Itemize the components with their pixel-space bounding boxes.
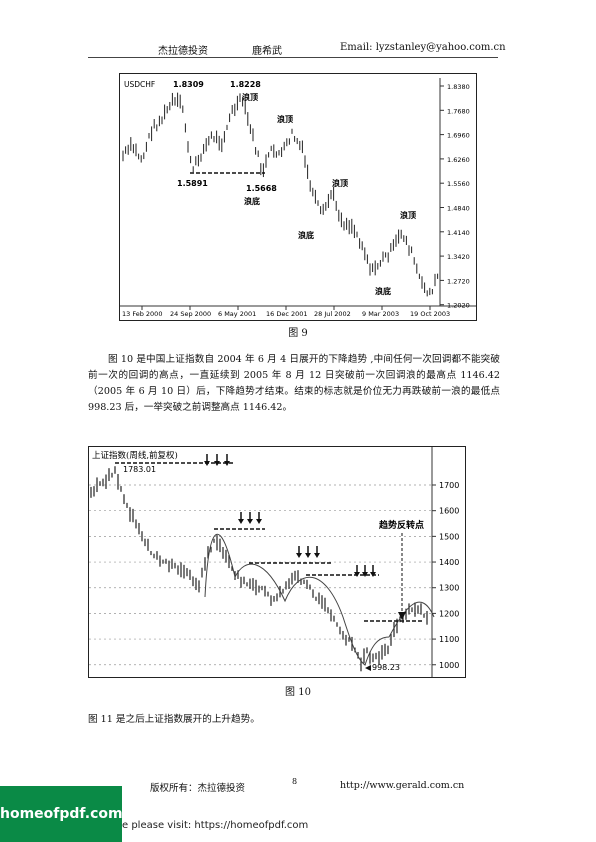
down-arrows <box>204 454 376 577</box>
x-axis: 13 Feb 2000 24 Sep 2000 6 May 2001 16 Dec 2… <box>122 306 450 318</box>
wave-top-label: 浪顶 <box>400 210 416 220</box>
down-arrow-icon <box>204 461 210 466</box>
homeofpdf-logo[interactable]: homeofpdf.com <box>0 786 123 842</box>
y-tick-label: 1.8380 <box>447 83 470 91</box>
y-tick-label: 1100 <box>439 635 459 644</box>
y-tick-label: 1.2720 <box>447 277 470 285</box>
y-tick-label: 1400 <box>439 558 459 567</box>
body-paragraph-2: 图 11 是之后上证指数展开的上升趋势。 <box>88 712 500 728</box>
down-arrow-icon <box>370 572 376 577</box>
footer-url[interactable]: http://www.gerald.com.cn <box>340 780 465 791</box>
down-arrow-icon <box>214 461 220 466</box>
page-number: 8 <box>292 777 298 786</box>
wave-bottom-label: 浪底 <box>244 196 260 206</box>
reversal-arrow-icon <box>398 612 406 620</box>
down-arrow-icon <box>305 553 311 558</box>
x-tick-label: 13 Feb 2000 <box>122 310 162 318</box>
y-tick-label: 1.7680 <box>447 107 470 115</box>
figure-10-caption: 图 10 <box>285 687 311 698</box>
header-email: Email: lyzstanley@yahoo.com.cn <box>340 42 506 53</box>
figure-9-caption: 图 9 <box>288 328 308 339</box>
down-arrow-icon <box>247 519 253 524</box>
reversal-label: 趋势反转点 <box>379 519 424 531</box>
y-tick-label: 1.6960 <box>447 132 470 140</box>
high-label: 1783.01 <box>123 465 156 474</box>
y-tick-label: 1700 <box>439 481 459 490</box>
down-arrow-icon <box>224 461 230 466</box>
watermark-visit-text[interactable]: e please visit: https://homeofpdf.com <box>122 820 309 831</box>
footer-copyright: 版权所有：杰拉德投资 <box>150 783 246 794</box>
down-arrow-icon <box>296 553 302 558</box>
low1-label: 1.5891 <box>177 179 208 188</box>
down-arrow-icon <box>362 572 368 577</box>
y-tick-label: 1.2020 <box>447 302 470 310</box>
paragraph-text: 图 10 是中国上证指数自 2004 年 6 月 4 日展开的下降趋势 ,中间任… <box>88 354 500 413</box>
wave-curve <box>204 533 435 666</box>
wave-bottom-label: 浪底 <box>298 230 314 240</box>
y-tick-label: 1.4140 <box>447 229 470 237</box>
body-paragraph-1: 图 10 是中国上证指数自 2004 年 6 月 4 日展开的下降趋势 ,中间任… <box>88 352 500 416</box>
y-axis: 1.8380 1.7680 1.6960 1.6260 1.5560 1.4840 1.41… <box>440 83 470 310</box>
chart-symbol: USDCHF <box>124 80 155 89</box>
low-arrow-icon <box>365 665 371 671</box>
high2-label: 1.8228 <box>230 80 261 89</box>
header-author: 鹿希武 <box>252 46 282 57</box>
x-tick-label: 28 Jul 2002 <box>314 310 351 318</box>
paragraph-text: 图 11 是之后上证指数展开的上升趋势。 <box>88 714 260 725</box>
x-tick-label: 9 Mar 2003 <box>362 310 399 318</box>
y-tick-label: 1600 <box>439 507 459 516</box>
page-header: 杰拉德投资 鹿希武 Email: lyzstanley@yahoo.com.cn <box>0 42 596 57</box>
wave-bottom-label: 浪底 <box>375 286 391 296</box>
down-arrow-icon <box>354 572 360 577</box>
down-arrow-icon <box>256 519 262 524</box>
shanghai-index-chart-canvas: 上证指数(周线,前复权) 1700 1600 1500 1400 1300 1200 110… <box>89 447 459 677</box>
y-tick-label: 1000 <box>439 661 459 670</box>
y-tick-label: 1.6260 <box>447 156 470 164</box>
x-tick-label: 6 May 2001 <box>218 310 256 318</box>
y-tick-label: 1500 <box>439 532 459 541</box>
y-axis: 1700 1600 1500 1400 1300 1200 1100 1000 <box>432 481 459 670</box>
header-company: 杰拉德投资 <box>158 46 208 57</box>
chart-title: 上证指数(周线,前复权) <box>92 450 178 461</box>
usdchf-chart-canvas: USDCHF 1.8380 1.7680 1.6960 1.6260 1.5560 1.4… <box>120 78 476 318</box>
x-tick-label: 16 Dec 2001 <box>266 310 308 318</box>
header-rule <box>88 57 498 58</box>
y-tick-label: 1.3420 <box>447 253 470 261</box>
low-label: 998.23 <box>372 663 400 672</box>
y-tick-label: 1.4840 <box>447 205 470 213</box>
x-tick-label: 24 Sep 2000 <box>170 310 211 318</box>
low2-label: 1.5668 <box>246 184 277 193</box>
wave-top-label: 浪顶 <box>277 114 293 124</box>
figure-9-chart: USDCHF 1.8380 1.7680 1.6960 1.6260 1.5560 1.4… <box>119 73 477 321</box>
down-arrow-icon <box>314 553 320 558</box>
y-tick-label: 1200 <box>439 609 459 618</box>
wave-top-label: 浪顶 <box>332 178 348 188</box>
figure-10-chart: 上证指数(周线,前复权) 1700 1600 1500 1400 1300 1200 110… <box>88 446 466 678</box>
price-bars <box>122 92 439 297</box>
y-tick-label: 1300 <box>439 584 459 593</box>
high1-label: 1.8309 <box>173 80 204 89</box>
x-tick-label: 19 Oct 2003 <box>410 310 450 318</box>
gridlines <box>89 484 432 666</box>
price-bars <box>90 466 428 672</box>
wave-top-label: 浪顶 <box>242 92 258 102</box>
down-arrow-icon <box>238 519 244 524</box>
y-tick-label: 1.5560 <box>447 180 470 188</box>
